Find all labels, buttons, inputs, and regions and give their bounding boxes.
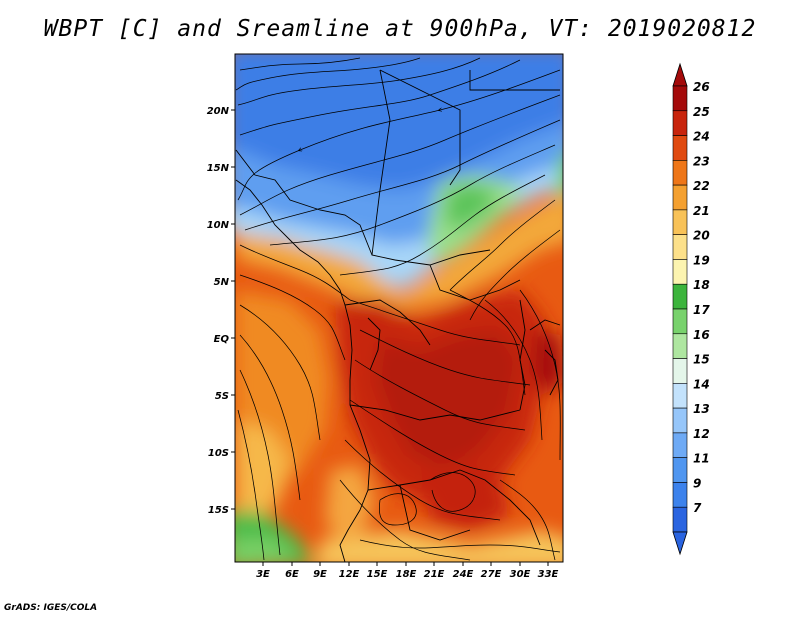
lon-label: 30E <box>510 569 531 580</box>
colorbar-swatch <box>672 407 688 434</box>
lon-label: 18E <box>396 569 417 580</box>
chart-title: WBPT [C] and Sreamline at 900hPa, VT: 20… <box>43 16 757 42</box>
colorbar-swatch <box>672 259 688 285</box>
lat-label: 5N <box>214 277 230 288</box>
lon-label: 3E <box>256 569 270 580</box>
lon-label: 27E <box>481 569 502 580</box>
colorbar-swatch <box>672 482 688 508</box>
colorbar-swatch <box>672 234 688 260</box>
lon-label: 15E <box>367 569 388 580</box>
colorbar-label: 16 <box>693 328 710 342</box>
grads-credit: GrADS: IGES/COLA <box>4 603 98 613</box>
colorbar-label: 11 <box>693 452 710 466</box>
latitude-axis: 20N 15N 10N 5N EQ 5S 10S 15S <box>207 106 235 516</box>
colorbar-label: 26 <box>693 80 710 94</box>
colorbar-label: 19 <box>693 253 710 267</box>
lat-label: 15S <box>208 505 229 516</box>
map-frame <box>234 53 564 563</box>
colorbar-label: 13 <box>693 402 710 416</box>
lon-label: 21E <box>424 569 445 580</box>
lat-label: 20N <box>207 106 230 117</box>
lat-label: 15N <box>207 163 230 174</box>
colorbar-label: 23 <box>693 154 710 168</box>
streamlines <box>235 57 561 561</box>
longitude-axis: 3E 6E 9E 12E 15E 18E 21E 24E 27E 30E 33E <box>256 562 559 580</box>
colorbar-swatch <box>672 333 688 359</box>
colorbar-label: 7 <box>693 501 702 515</box>
lon-label: 33E <box>538 569 559 580</box>
lon-label: 9E <box>313 569 327 580</box>
colorbar: 26 25 24 23 22 21 20 19 18 17 16 15 14 13 12 11 9 7 <box>672 62 710 556</box>
colorbar-max-arrow <box>672 62 688 87</box>
lat-label: 10S <box>208 448 229 459</box>
colorbar-label: 21 <box>693 204 710 218</box>
colorbar-swatch <box>672 383 688 409</box>
wbpt-field <box>235 54 563 562</box>
lat-label: 5S <box>215 391 229 402</box>
colorbar-swatch <box>672 209 688 235</box>
colorbar-label: 22 <box>693 179 710 193</box>
colorbar-swatch <box>672 308 688 335</box>
colorbar-swatch <box>672 457 688 483</box>
colorbar-label: 18 <box>693 278 710 292</box>
country-borders <box>235 69 561 562</box>
colorbar-swatch <box>672 506 688 533</box>
colorbar-label: 25 <box>693 105 710 119</box>
colorbar-min-arrow <box>672 531 688 556</box>
colorbar-swatch <box>672 283 688 310</box>
colorbar-label: 14 <box>693 377 710 391</box>
colorbar-label: 17 <box>693 303 710 317</box>
lat-label: EQ <box>214 334 230 345</box>
lat-label: 10N <box>207 220 230 231</box>
lon-label: 24E <box>453 569 474 580</box>
colorbar-swatch <box>672 160 688 186</box>
colorbar-label: 20 <box>693 229 710 243</box>
colorbar-label: 15 <box>693 353 710 367</box>
colorbar-label: 12 <box>693 427 710 441</box>
colorbar-label: 24 <box>693 130 710 144</box>
colorbar-swatch <box>672 184 688 211</box>
colorbar-swatch <box>672 358 688 384</box>
lon-label: 6E <box>285 569 299 580</box>
lon-label: 12E <box>339 569 360 580</box>
colorbar-swatch <box>672 110 688 136</box>
colorbar-swatch <box>672 85 688 112</box>
colorbar-label: 9 <box>693 476 701 490</box>
colorbar-swatch <box>672 135 688 161</box>
colorbar-swatch <box>672 432 688 458</box>
